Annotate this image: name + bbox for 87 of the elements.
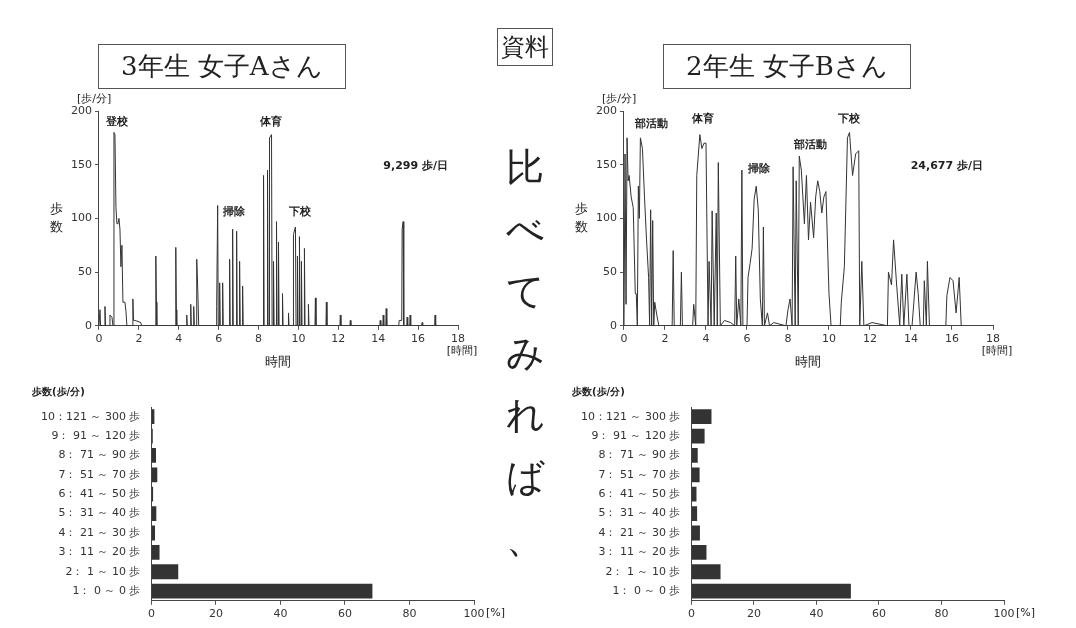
y-axis-title: 歩数 [50,200,64,234]
chart-title: 2年生 女子Bさん [663,44,911,89]
y-tick-label: 0 [85,318,92,332]
x-axis-title: [%] [486,606,506,620]
y-axis-title: 歩数(歩/分) [571,386,625,397]
y-tick-label: 4： 21 ～ 30 歩 [598,525,681,539]
x-tick-label: 20 [208,607,223,621]
x-tick-label: 60 [871,607,886,621]
y-tick-label: 9： 91 ～ 120 歩 [51,428,141,442]
y-tick-label: 200 [71,103,92,117]
annotation: 体育 [259,114,283,128]
y-axis-title: 歩数 [575,200,589,234]
annotation: 下校 [837,112,862,126]
x-tick-label: 80 [934,607,949,621]
y-tick-label: 10：121 ～ 300 歩 [580,409,681,423]
x-tick-label: 100 [993,607,1015,621]
text: [歩/分] [602,92,637,106]
y-tick-label: 9： 91 ～ 120 歩 [591,428,681,442]
text: 資料 [497,28,553,66]
x-tick-label: 80 [402,607,417,621]
x-tick-label: 14 [371,332,386,346]
y-tick-label: 10：121 ～ 300 歩 [40,409,141,423]
annotation: 登校 [104,114,129,128]
annotation: 掃除 [221,204,246,218]
y-tick-label: 8： 71 ～ 90 歩 [58,448,141,462]
y-tick-label: 8： 71 ～ 90 歩 [598,448,681,462]
y-tick-label: 1： 0 ～ 0 歩 [72,583,141,597]
y-tick-label: 150 [596,157,617,171]
y-tick-label: 100 [71,211,92,225]
y-tick-label: 5： 31 ～ 40 歩 [598,506,681,520]
x-tick-label: 6 [743,332,751,346]
x-tick-label: 100 [463,607,485,621]
text: [時間] [446,344,478,358]
x-tick-label: 10 [822,332,836,346]
annotation: 部活動 [792,138,827,152]
y-tick-label: 150 [71,157,92,171]
y-tick-label: 50 [78,264,92,278]
x-tick-label: 2 [661,332,669,346]
text: [歩/分] [77,92,112,106]
x-tick-label: 60 [337,607,352,621]
y-tick-label: 3： 11 ～ 20 歩 [58,545,141,559]
x-tick-label: 0 [687,607,695,621]
x-tick-label: 10 [291,332,306,346]
x-tick-label: 18 [451,332,465,346]
x-tick-label: 6 [215,332,223,346]
x-tick-label: 4 [175,332,183,346]
x-tick-label: 12 [863,332,877,346]
x-axis-title: [%] [1016,606,1036,620]
x-tick-label: 16 [945,332,959,346]
annotation: 24,677 歩/日 [910,158,983,172]
x-tick-label: 2 [135,332,143,346]
y-tick-label: 100 [596,211,617,225]
x-tick-label: 0 [147,607,155,621]
y-tick-label: 1： 0 ～ 0 歩 [612,583,681,597]
y-tick-label: 7： 51 ～ 70 歩 [58,467,141,481]
y-tick-label: 0 [610,318,617,332]
x-tick-label: 20 [746,607,761,621]
annotation: 体育 [691,112,715,126]
y-axis-title: 歩数(歩/分) [31,386,85,397]
y-tick-label: 5： 31 ～ 40 歩 [58,506,141,520]
x-tick-label: 16 [411,332,426,346]
x-tick-label: 14 [904,332,918,346]
y-tick-label: 50 [603,264,617,278]
annotation: 部活動 [634,116,669,130]
annotation: 9,299 歩/日 [383,158,448,172]
x-tick-label: 8 [784,332,792,346]
y-tick-label: 4： 21 ～ 30 歩 [58,525,141,539]
x-tick-label: 8 [255,332,263,346]
x-tick-label: 18 [986,332,1000,346]
x-tick-label: 40 [273,607,288,621]
annotation: 掃除 [746,161,771,175]
y-tick-label: 2： 1 ～ 10 歩 [605,564,681,578]
y-tick-label: 6： 41 ～ 50 歩 [598,487,681,501]
x-tick-label: 40 [809,607,824,621]
text: 比べてみれば、 [504,144,546,563]
text: [時間] [981,344,1013,358]
chart-title: 3年生 女子Aさん [98,44,346,89]
x-tick-label: 4 [702,332,710,346]
y-tick-label: 6： 41 ～ 50 歩 [58,487,141,501]
x-axis-title: 時間 [265,353,292,369]
y-tick-label: 7： 51 ～ 70 歩 [598,467,681,481]
x-tick-label: 12 [331,332,346,346]
x-axis-title: 時間 [795,353,822,369]
y-tick-label: 2： 1 ～ 10 歩 [65,564,141,578]
y-tick-label: 3： 11 ～ 20 歩 [598,545,681,559]
annotation: 下校 [288,204,313,218]
y-tick-label: 200 [596,103,617,117]
